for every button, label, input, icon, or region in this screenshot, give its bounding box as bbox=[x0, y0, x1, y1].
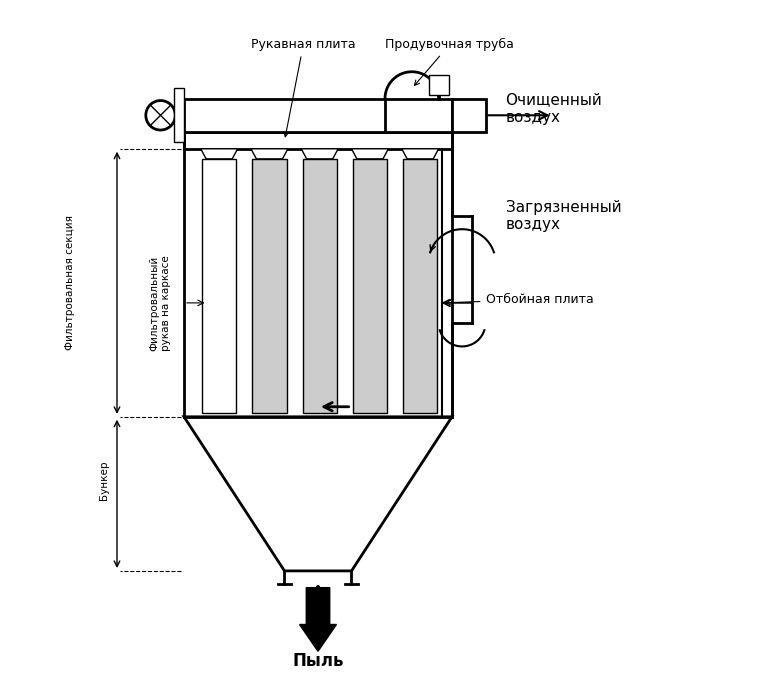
Bar bbox=[303, 159, 336, 413]
FancyArrow shape bbox=[300, 588, 336, 651]
Polygon shape bbox=[402, 149, 439, 159]
Text: Рукавная плита: Рукавная плита bbox=[251, 38, 356, 137]
Polygon shape bbox=[251, 149, 288, 159]
Text: Фильтровальная секция: Фильтровальная секция bbox=[65, 215, 75, 350]
Polygon shape bbox=[201, 149, 238, 159]
Text: Бункер: Бункер bbox=[99, 461, 109, 500]
Bar bbox=[403, 159, 437, 413]
Text: Очищенный
воздух: Очищенный воздух bbox=[506, 92, 602, 125]
Text: Загрязненный
воздух: Загрязненный воздух bbox=[506, 200, 621, 232]
Polygon shape bbox=[351, 149, 388, 159]
Bar bbox=[202, 159, 236, 413]
Text: Отбойная плита: Отбойная плита bbox=[446, 293, 593, 306]
Polygon shape bbox=[301, 149, 338, 159]
Circle shape bbox=[146, 100, 176, 130]
Text: Фильтровальный
рукав на каркасе: Фильтровальный рукав на каркасе bbox=[149, 255, 172, 350]
Bar bbox=[452, 98, 486, 132]
Bar bbox=[429, 75, 449, 95]
Polygon shape bbox=[184, 417, 452, 571]
Text: Пыль: Пыль bbox=[293, 652, 343, 671]
Bar bbox=[174, 88, 184, 142]
Bar bbox=[253, 159, 286, 413]
Bar bbox=[184, 132, 452, 149]
Text: Продувочная труба: Продувочная труба bbox=[385, 38, 514, 86]
Bar bbox=[353, 159, 387, 413]
Bar bbox=[184, 98, 452, 132]
